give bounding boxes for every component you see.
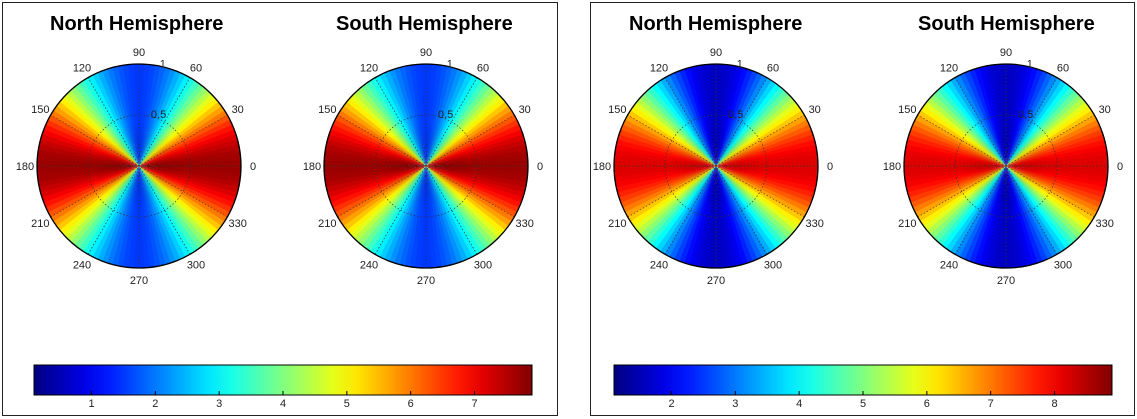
angle-grid-line — [337, 114, 515, 218]
radial-grid-circle — [87, 114, 191, 218]
colorbar-tick-label: 5 — [344, 398, 350, 408]
angle-tick-label: 90 — [133, 47, 145, 59]
angle-tick-label: 150 — [318, 104, 336, 116]
colorbar-tick-label: 8 — [1051, 398, 1057, 408]
radial-tick-label: 0.5 — [438, 109, 453, 121]
plot-title-north: North Hemisphere — [50, 13, 224, 35]
angle-tick-label: 240 — [360, 260, 378, 272]
angle-tick-label: 60 — [767, 62, 779, 74]
angle-tick-label: 210 — [31, 218, 49, 230]
angle-tick-label: 300 — [187, 260, 205, 272]
colorbar-gradient — [613, 364, 1113, 396]
angle-tick-label: 90 — [420, 47, 432, 59]
polar-boundary — [903, 63, 1109, 269]
angle-tick-label: 330 — [229, 218, 247, 230]
radial-grid-circle — [374, 114, 478, 218]
colorbar-tick-label: 6 — [924, 398, 930, 408]
angle-tick-label: 30 — [809, 104, 821, 116]
polar-heatmap-south: 0 30 60 90 120 150 180 210 240 270 300 330 0.5 1 — [881, 41, 1131, 291]
figure-panel-left: North Hemisphere South Hemisphere 0 30 60 9… — [2, 2, 558, 416]
radial-grid-circle — [664, 114, 768, 218]
angle-tick-label: 30 — [232, 104, 244, 116]
angle-tick-label: 150 — [31, 104, 49, 116]
angle-tick-label: 120 — [650, 62, 668, 74]
colorbar-tick-label: 5 — [860, 398, 866, 408]
angle-tick-label: 330 — [1096, 218, 1114, 230]
colorbar-tick-label: 7 — [988, 398, 994, 408]
radial-tick-label: 0.5 — [1018, 109, 1033, 121]
angle-grid-line — [627, 114, 805, 218]
plot-title-north: North Hemisphere — [629, 13, 803, 35]
angle-tick-label: 270 — [130, 275, 148, 287]
plot-title-south: South Hemisphere — [918, 13, 1095, 35]
colorbar-tick-label: 3 — [732, 398, 738, 408]
plot-title-south: South Hemisphere — [336, 13, 513, 35]
angle-tick-label: 0 — [250, 161, 256, 173]
polar-heatmap-south: 0 30 60 90 120 150 180 210 240 270 300 330 0.5 1 — [301, 41, 551, 291]
angle-tick-label: 0 — [1117, 161, 1123, 173]
angle-tick-label: 180 — [303, 161, 321, 173]
colorbar-tick-label: 6 — [408, 398, 414, 408]
angle-tick-label: 270 — [997, 275, 1015, 287]
colorbar-tick-label: 2 — [668, 398, 674, 408]
colorbar-tick-label: 3 — [216, 398, 222, 408]
colorbar: 1 2 3 4 5 6 7 — [31, 363, 536, 413]
radial-tick-label: 1 — [1027, 59, 1033, 71]
angle-tick-label: 30 — [519, 104, 531, 116]
angle-tick-label: 240 — [73, 260, 91, 272]
angle-tick-label: 150 — [608, 104, 626, 116]
angle-tick-label: 60 — [477, 62, 489, 74]
angle-tick-label: 270 — [417, 275, 435, 287]
colorbar-tick-label: 1 — [88, 398, 94, 408]
colorbar: 2 3 4 5 6 7 8 — [611, 363, 1116, 413]
angle-tick-label: 210 — [318, 218, 336, 230]
polar-heatmap-north: 0 30 60 90 120 150 180 210 240 270 300 330 0.5 1 — [591, 41, 841, 291]
polar-heatmap-north: 0 30 60 90 120 150 180 210 240 270 300 330 0.5 1 — [14, 41, 264, 291]
angle-tick-label: 180 — [16, 161, 34, 173]
radial-grid-circle — [954, 114, 1058, 218]
angle-tick-label: 330 — [516, 218, 534, 230]
angle-tick-label: 300 — [764, 260, 782, 272]
angle-tick-label: 60 — [1057, 62, 1069, 74]
angle-tick-label: 240 — [940, 260, 958, 272]
polar-boundary — [323, 63, 529, 269]
angle-tick-label: 120 — [360, 62, 378, 74]
angle-tick-label: 300 — [1054, 260, 1072, 272]
colorbar-gradient — [33, 364, 533, 396]
colorbar-tick-label: 2 — [152, 398, 158, 408]
angle-tick-label: 120 — [940, 62, 958, 74]
angle-tick-label: 330 — [806, 218, 824, 230]
radial-tick-label: 0.5 — [728, 109, 743, 121]
angle-tick-label: 270 — [707, 275, 725, 287]
radial-tick-label: 1 — [737, 59, 743, 71]
radial-tick-label: 1 — [160, 59, 166, 71]
angle-tick-label: 210 — [608, 218, 626, 230]
angle-tick-label: 60 — [190, 62, 202, 74]
radial-tick-label: 0.5 — [151, 109, 166, 121]
angle-grid-line — [917, 114, 1095, 218]
angle-tick-label: 150 — [898, 104, 916, 116]
angle-tick-label: 90 — [1000, 47, 1012, 59]
angle-tick-label: 240 — [650, 260, 668, 272]
figure-panel-right: North Hemisphere South Hemisphere 0 30 60 9… — [590, 2, 1135, 416]
angle-tick-label: 120 — [73, 62, 91, 74]
angle-tick-label: 300 — [474, 260, 492, 272]
angle-grid-line — [50, 114, 228, 218]
angle-tick-label: 0 — [537, 161, 543, 173]
polar-boundary — [613, 63, 819, 269]
colorbar-tick-label: 4 — [280, 398, 286, 408]
angle-tick-label: 210 — [898, 218, 916, 230]
angle-tick-label: 0 — [827, 161, 833, 173]
colorbar-tick-label: 4 — [796, 398, 802, 408]
polar-boundary — [36, 63, 242, 269]
angle-tick-label: 180 — [883, 161, 901, 173]
angle-tick-label: 30 — [1099, 104, 1111, 116]
colorbar-tick-label: 7 — [471, 398, 477, 408]
radial-tick-label: 1 — [447, 59, 453, 71]
angle-tick-label: 90 — [710, 47, 722, 59]
angle-tick-label: 180 — [593, 161, 611, 173]
